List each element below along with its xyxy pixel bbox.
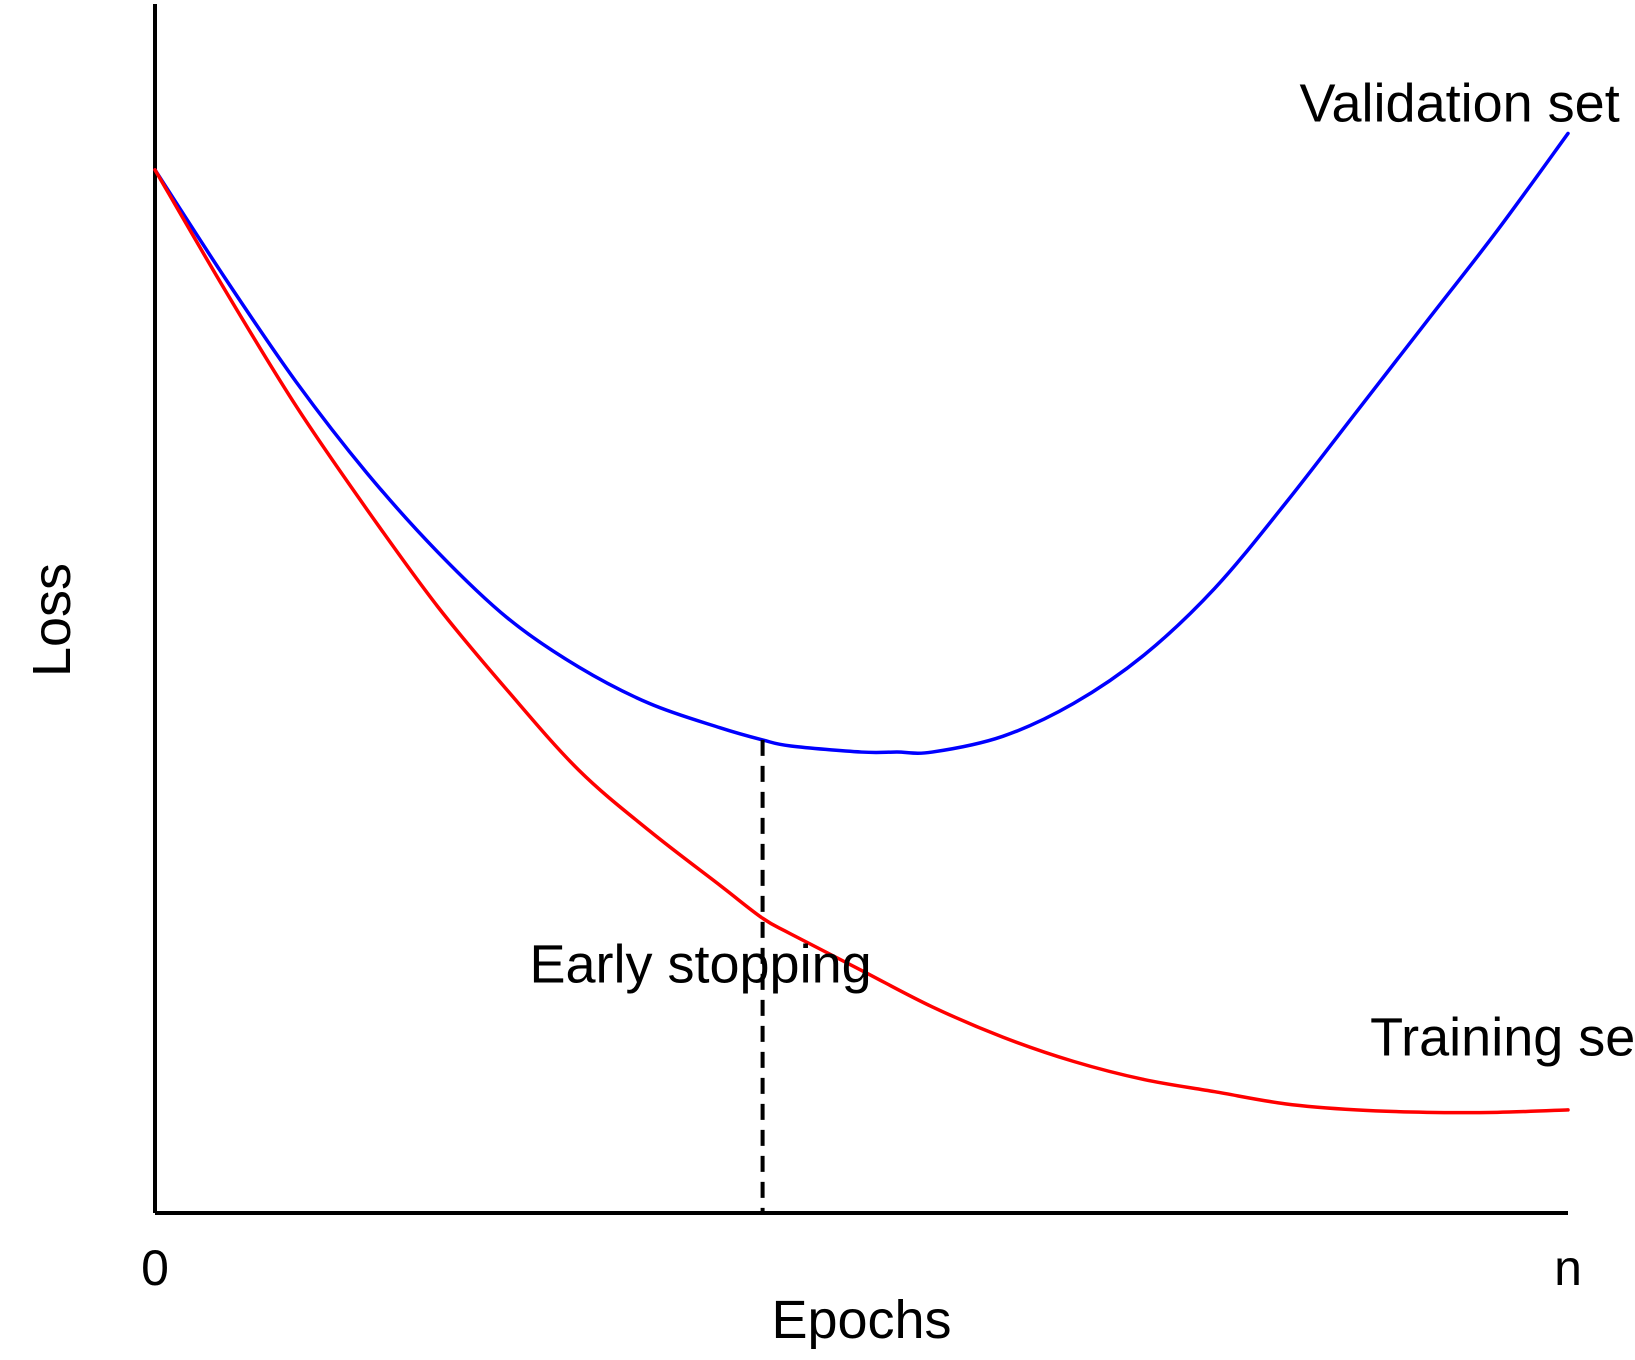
training-loss-line — [153, 168, 1570, 1115]
x-axis-tick-label-end: n — [1554, 1240, 1582, 1296]
x-axis-label: Epochs — [771, 1290, 951, 1350]
x-axis-tick-label-start: 0 — [141, 1240, 169, 1296]
training-set-label: Training set — [1370, 1007, 1635, 1067]
validation-set-label: Validation set — [1300, 73, 1620, 133]
validation-loss-line — [153, 131, 1570, 755]
y-axis-label: Loss — [22, 563, 82, 677]
early-stopping-label: Early stopping — [529, 935, 871, 995]
